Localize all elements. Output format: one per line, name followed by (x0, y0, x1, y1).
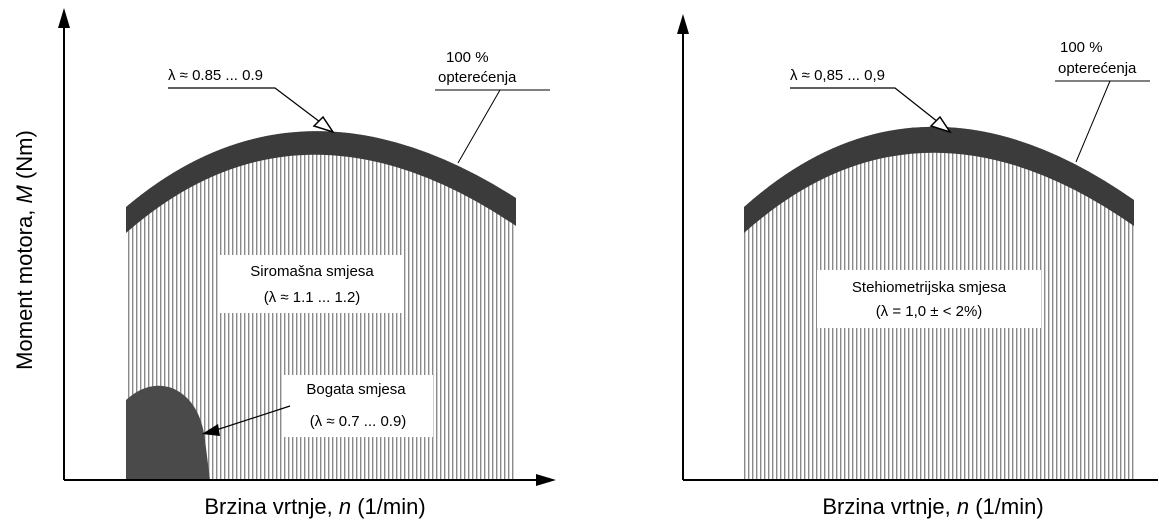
rich-label-box (283, 375, 433, 437)
full-load-label-line1-right: 100 % (1060, 39, 1103, 56)
full-load-band (126, 131, 516, 233)
lean-label-line2: (λ ≈ 1.1 ... 1.2) (264, 289, 361, 306)
full-load-leader (457, 89, 501, 164)
lambda-band-arrowhead (312, 115, 335, 134)
y-axis-label-text: Moment motora, (12, 210, 37, 370)
x-axis-arrow (536, 474, 556, 486)
lean-label-box (220, 255, 404, 313)
rich-mixture-region (126, 385, 210, 480)
stoich-label-line1: Stehiometrijska smjesa (852, 279, 1007, 296)
rich-label-arrowhead (202, 424, 220, 436)
x-axis-label-text: Brzina vrtnje, (204, 494, 332, 519)
lambda-band-label: λ ≈ 0.85 ... 0.9 (168, 67, 263, 84)
left-diagram: Moment motora, M (Nm) Brzina vrtnje, n (… (12, 8, 556, 519)
lambda-band-label-right: λ ≈ 0,85 ... 0,9 (790, 67, 885, 84)
x-axis-label-text-right: Brzina vrtnje, (822, 494, 950, 519)
right-diagram: Brzina vrtnje, n (1/min) λ ≈ 0,85 ... 0,… (677, 14, 1158, 519)
rich-label-line1: Bogata smjesa (306, 381, 406, 398)
lambda-band-leader (168, 87, 321, 123)
y-axis-arrow (58, 8, 70, 28)
rich-label-leader (209, 405, 291, 433)
x-axis-label-unit: (1/min) (357, 494, 425, 519)
x-axis-label-var-right: n (957, 494, 969, 519)
full-load-label-line1: 100 % (446, 49, 489, 66)
lean-label-line1: Siromašna smjesa (250, 263, 374, 280)
stoich-label-line2: (λ = 1,0 ± < 2%) (876, 303, 983, 320)
x-axis-label-var: n (339, 494, 351, 519)
y-axis-label-var: M (12, 185, 37, 204)
y-axis-arrow-right (677, 14, 689, 34)
lambda-band-leader-right (790, 87, 939, 123)
rich-label-line2: (λ ≈ 0.7 ... 0.9) (310, 413, 407, 430)
y-axis-label: Moment motora, M (Nm) (12, 130, 37, 370)
lambda-band-arrowhead-right (929, 115, 952, 134)
stoich-label-box (817, 270, 1041, 328)
full-load-leader-right (1075, 80, 1111, 163)
y-axis-label-unit: (Nm) (12, 130, 37, 179)
x-axis-label-unit-right: (1/min) (975, 494, 1043, 519)
x-axis-label-right: Brzina vrtnje, n (1/min) (822, 494, 1043, 519)
full-load-label-line2-right: opterećenja (1058, 60, 1137, 77)
full-load-label-line2: opterećenja (438, 69, 517, 86)
full-load-band-right (744, 126, 1134, 233)
x-axis-label: Brzina vrtnje, n (1/min) (204, 494, 425, 519)
